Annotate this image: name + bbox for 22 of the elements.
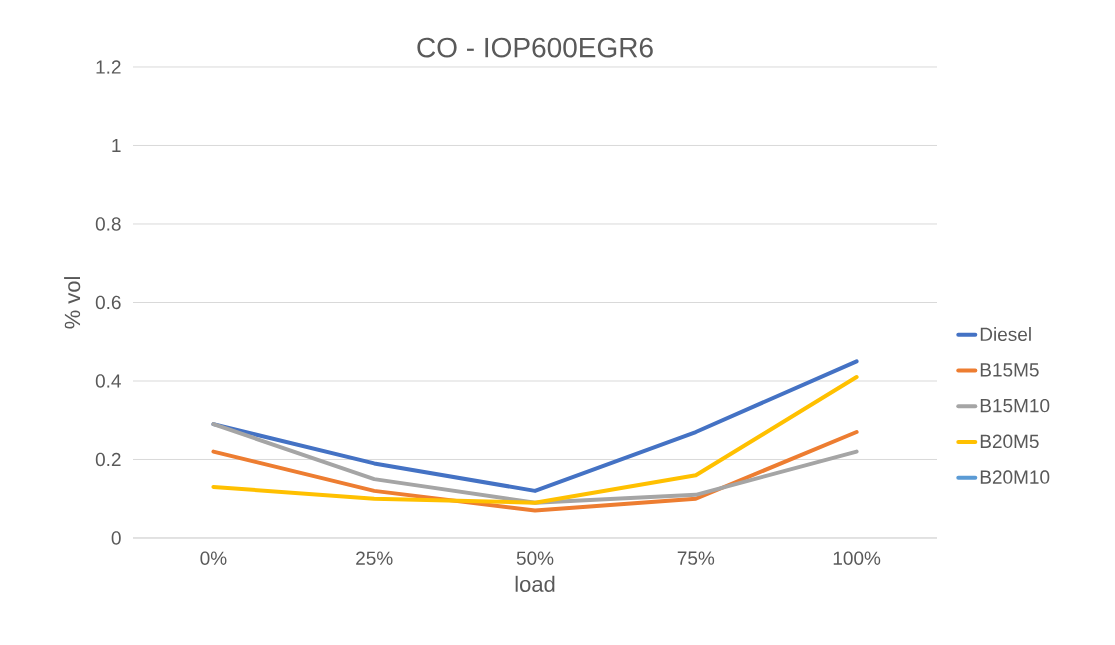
chart-title: CO - IOP600EGR6 xyxy=(417,37,653,58)
y-tick-label: 0.8 xyxy=(95,217,121,231)
y-axis-title: % vol xyxy=(64,277,81,329)
x-tick-label: 0% xyxy=(200,551,227,565)
x-tick-label: 75% xyxy=(677,551,715,565)
y-tick-label: 0.6 xyxy=(95,295,121,310)
x-tick-label: 25% xyxy=(356,551,393,565)
x-tick-label: 100% xyxy=(833,551,881,565)
legend-label: B15M10 xyxy=(980,398,1050,413)
legend-label: Diesel xyxy=(980,327,1031,342)
line-series xyxy=(211,422,859,505)
legend-label: B20M10 xyxy=(980,470,1050,484)
y-tick-label: 0.4 xyxy=(95,374,121,388)
x-tick-label: 50% xyxy=(516,551,554,565)
legend-label: B15M5 xyxy=(980,363,1039,377)
legend-label: B20M5 xyxy=(980,434,1039,449)
line-series xyxy=(211,375,859,505)
x-axis-title: load xyxy=(515,575,555,592)
y-tick-label: 0 xyxy=(111,531,121,545)
y-tick-label: 0.2 xyxy=(95,452,121,467)
y-tick-label: 1 xyxy=(112,138,121,153)
y-tick-label: 1.2 xyxy=(96,60,121,74)
